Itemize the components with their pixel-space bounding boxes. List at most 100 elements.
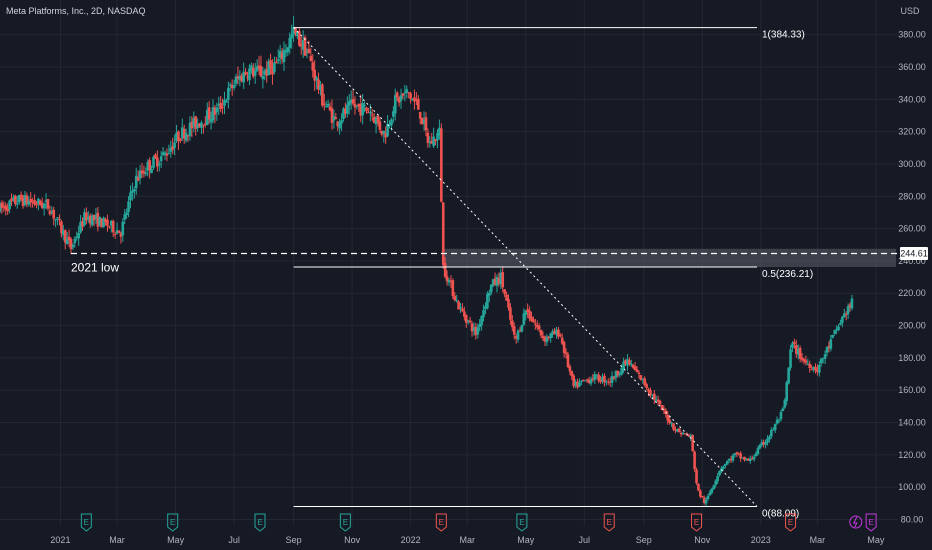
candle-body	[681, 432, 685, 434]
candle-body	[595, 374, 599, 376]
candle-body	[142, 171, 146, 174]
candle-body	[802, 359, 806, 362]
earnings-marker-text: E	[84, 518, 89, 527]
earnings-marker: E	[339, 513, 351, 532]
candle-body	[294, 27, 297, 34]
candle-body	[106, 219, 109, 226]
candle-body	[545, 336, 549, 343]
candle-body	[583, 380, 587, 382]
x-tick-label: Nov	[344, 535, 361, 545]
candle-body	[464, 315, 468, 323]
candle-body	[202, 124, 205, 126]
earnings-marker: E	[435, 513, 447, 532]
y-tick-label: 200.00	[898, 321, 926, 331]
candle-body	[752, 456, 756, 460]
candle-body	[785, 382, 789, 402]
x-tick-label: Sep	[636, 535, 652, 545]
candle-body	[207, 107, 211, 120]
candle-body	[570, 371, 574, 376]
candle-body	[434, 139, 437, 142]
candle-body	[704, 499, 708, 504]
trendline	[293, 27, 758, 507]
fib-level-label: 0(88.09)	[762, 508, 799, 519]
candle-body	[19, 194, 23, 200]
candle-body	[296, 32, 299, 37]
candle-body	[367, 111, 370, 113]
candle-body	[603, 375, 606, 383]
candle-body	[587, 379, 591, 383]
candle-body	[131, 190, 134, 193]
candle-body	[12, 197, 15, 200]
candle-body	[748, 458, 752, 462]
candle-body	[298, 31, 301, 46]
candle-body	[278, 50, 282, 58]
candle-body	[190, 121, 194, 129]
candle-body	[714, 480, 718, 485]
candle-body	[418, 112, 422, 119]
candle-body	[10, 198, 13, 202]
lightning-icon	[852, 516, 858, 528]
candle-body	[230, 84, 234, 89]
candle-body	[42, 203, 46, 209]
candle-body	[4, 205, 8, 210]
candle-body	[557, 329, 560, 337]
earnings-marker: E	[167, 513, 179, 532]
candle-body	[777, 419, 781, 421]
candle-body	[645, 384, 648, 389]
candle-body	[280, 52, 284, 60]
candle-body	[618, 373, 622, 376]
fib-level-label: 1(384.33)	[762, 30, 805, 41]
candle-body	[67, 236, 71, 241]
candle-body	[522, 313, 526, 325]
x-tick-label: Jul	[579, 535, 591, 545]
y-tick-label: 240.00	[898, 256, 926, 266]
candle-body	[409, 93, 412, 99]
candle-body	[489, 284, 493, 293]
candle-body	[395, 92, 399, 98]
candle-body	[171, 146, 174, 150]
candle-body	[821, 357, 825, 359]
candle-body	[796, 349, 800, 355]
candle-body	[407, 92, 411, 94]
candle-body	[188, 123, 192, 137]
candle-body	[48, 210, 52, 215]
candle-body	[35, 203, 38, 206]
candle-layer	[0, 16, 854, 507]
candle-body	[136, 177, 140, 181]
earnings-marker-shape	[167, 513, 179, 532]
candle-body	[365, 107, 368, 111]
candle-body	[453, 295, 457, 301]
earnings-marker-shape	[339, 513, 351, 532]
candle-body	[716, 476, 719, 482]
candle-body	[574, 382, 577, 386]
candle-body	[422, 119, 426, 124]
candle-body	[292, 27, 295, 35]
candle-body	[303, 37, 307, 56]
earnings-marker: E	[691, 513, 703, 532]
candle-body	[831, 334, 835, 338]
candle-body	[85, 212, 88, 221]
y-tick-label: 180.00	[898, 353, 926, 363]
candle-body	[844, 313, 848, 315]
candle-body	[138, 170, 142, 179]
y-tick-label: 220.00	[898, 288, 926, 298]
candle-body	[476, 327, 480, 335]
earnings-marker-text: E	[170, 518, 175, 527]
y-tick-label: 320.00	[898, 127, 926, 137]
candle-body	[386, 123, 389, 137]
candle-body	[440, 128, 443, 202]
candle-body	[493, 278, 497, 285]
candle-body	[543, 336, 547, 342]
candle-body	[81, 221, 84, 227]
candle-body	[819, 358, 823, 364]
candle-body	[568, 366, 572, 372]
candle-body	[549, 333, 552, 339]
candle-body	[271, 66, 274, 75]
earnings-marker-shape	[80, 513, 92, 532]
candle-body	[700, 496, 704, 498]
candle-body	[253, 70, 257, 76]
y-tick-label: 300.00	[898, 159, 926, 169]
candle-body	[46, 199, 50, 209]
